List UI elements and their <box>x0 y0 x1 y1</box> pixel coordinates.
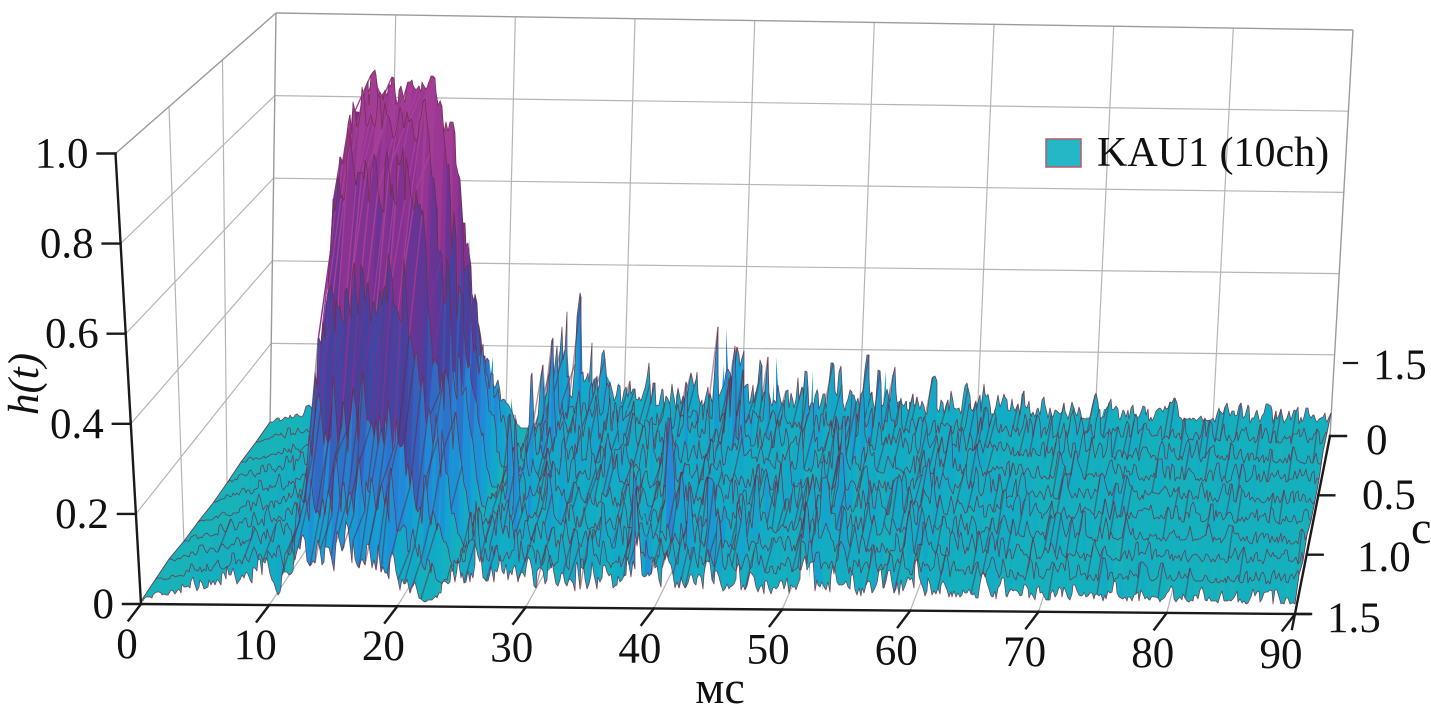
svg-text:0.4: 0.4 <box>50 401 104 448</box>
svg-text:0.2: 0.2 <box>55 491 109 538</box>
svg-text:1.0: 1.0 <box>1357 534 1411 581</box>
svg-text:60: 60 <box>875 628 918 675</box>
svg-text:0: 0 <box>116 621 138 668</box>
svg-text:KAU1 (10ch): KAU1 (10ch) <box>1097 130 1329 176</box>
svg-text:0: 0 <box>93 581 115 628</box>
svg-text:0.5: 0.5 <box>1362 472 1416 519</box>
svg-text:1.0: 1.0 <box>35 131 89 178</box>
svg-text:70: 70 <box>1003 629 1046 676</box>
svg-text:20: 20 <box>362 623 405 670</box>
svg-text:40: 40 <box>618 625 661 672</box>
svg-text:1.5: 1.5 <box>1373 342 1427 389</box>
svg-text:0.6: 0.6 <box>45 311 99 358</box>
svg-text:1.5: 1.5 <box>1327 595 1381 642</box>
svg-text:с: с <box>1411 502 1431 553</box>
svg-text:30: 30 <box>490 624 533 671</box>
svg-text:10: 10 <box>234 622 277 669</box>
svg-text:h(t): h(t) <box>1 353 48 415</box>
svg-text:90: 90 <box>1260 631 1303 678</box>
svg-text:0: 0 <box>1366 417 1388 464</box>
svg-text:0.8: 0.8 <box>40 221 94 268</box>
svg-text:80: 80 <box>1131 630 1174 677</box>
svg-text:50: 50 <box>747 627 790 674</box>
svg-text:мс: мс <box>695 662 745 713</box>
